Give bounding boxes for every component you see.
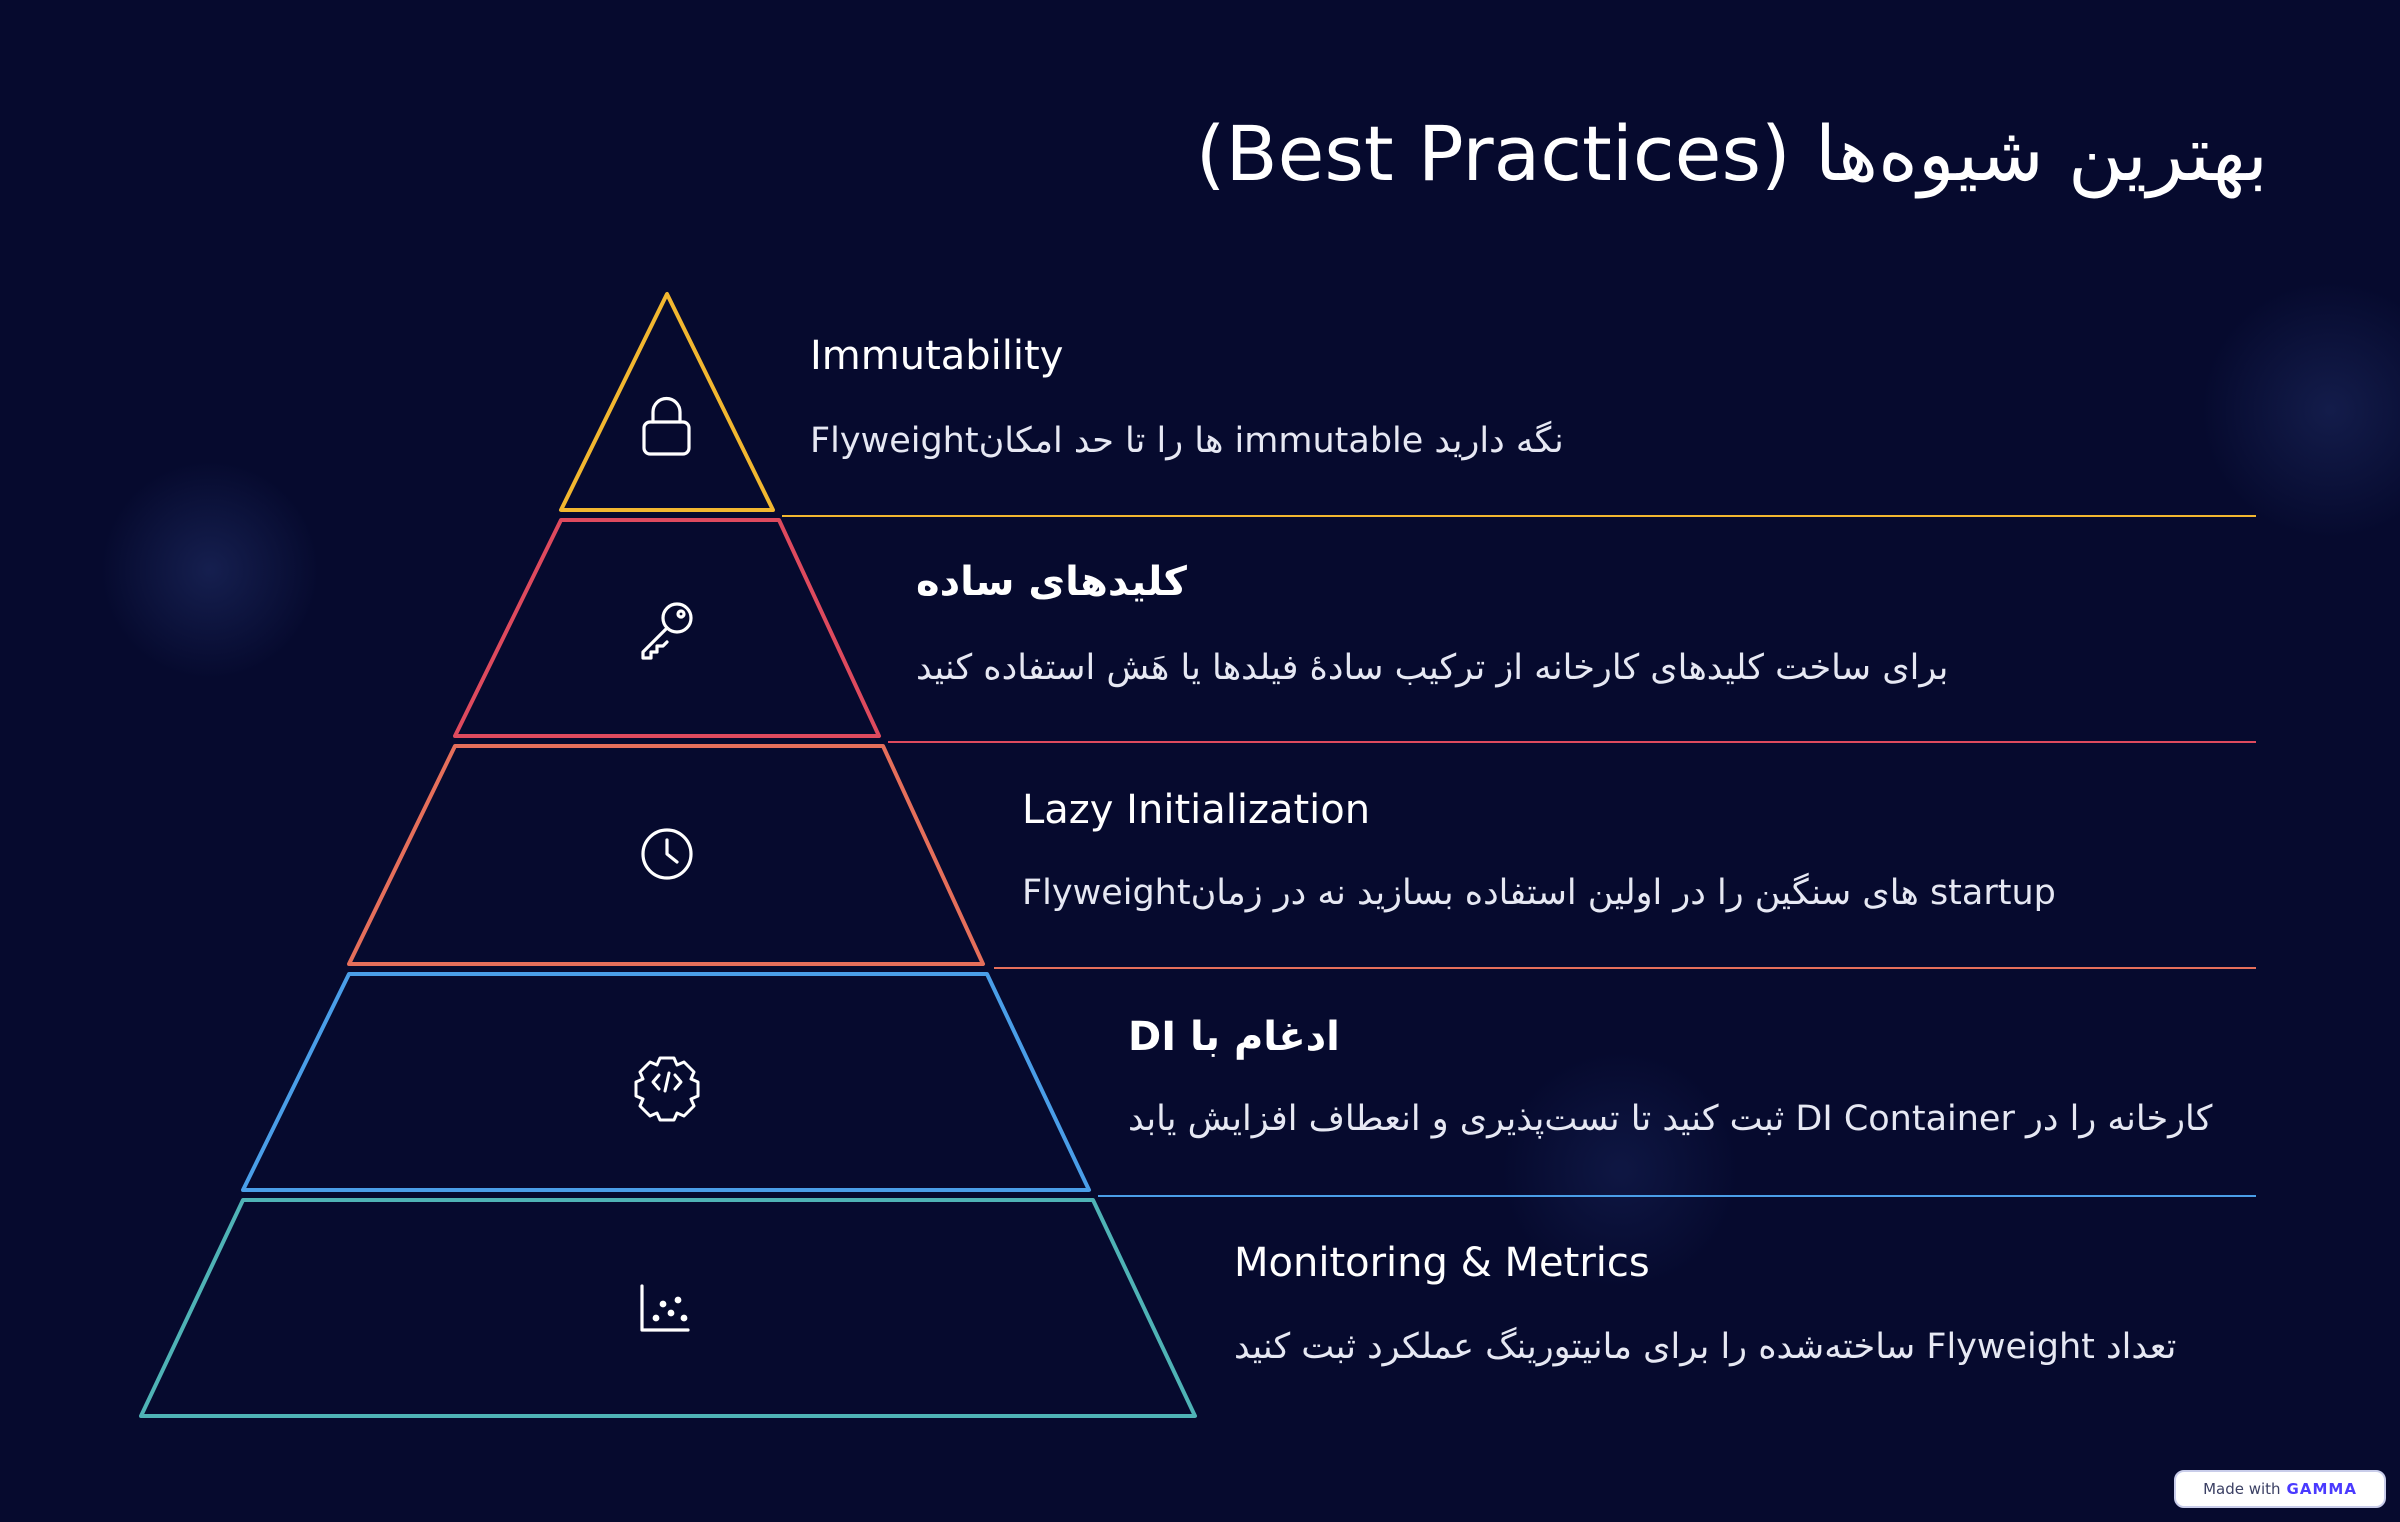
badge-prefix: Made with (2203, 1480, 2281, 1498)
clock-icon (641, 828, 693, 880)
tier-5-description: تعداد Flyweight ساخته‌شده را برای مانیتو… (1234, 1327, 2177, 1367)
lock-icon (642, 396, 691, 456)
pyramid-tier-3 (347, 744, 985, 966)
pyramid-tier-2 (453, 518, 881, 738)
scatter-chart-icon (640, 1284, 690, 1332)
tier-2-description: برای ساخت کلیدهای کارخانه از ترکیب سادهٔ… (916, 648, 1949, 688)
code-gear-icon (634, 1056, 700, 1122)
slide-title: بهترین شیوه‌ها (Best Practices) (1195, 109, 2268, 198)
tier-2-title: کلیدهای ساده (916, 559, 1187, 605)
made-with-gamma-badge[interactable]: Made with GAMMA (2174, 1470, 2386, 1508)
key-icon (641, 602, 693, 660)
pyramid-tier-5 (139, 1198, 1197, 1418)
tier-3-title: Lazy Initialization (1022, 787, 1371, 833)
tier-5-title: Monitoring & Metrics (1234, 1240, 1650, 1286)
tier-4-description: کارخانه را در DI Container ثبت کنید تا ت… (1128, 1099, 2213, 1139)
gamma-logo: GAMMA (2286, 1480, 2357, 1498)
tier-1-description: Flyweightها را تا حد امکان immutable نگه… (810, 421, 1564, 461)
pyramid-tier-1 (559, 292, 775, 512)
tier-1-title: Immutability (810, 333, 1064, 379)
tier-4-title: ادغام با DI (1128, 1014, 1340, 1060)
pyramid-tier-4 (241, 972, 1091, 1192)
tier-3-description: Flyweightهای سنگین را در اولین استفاده ب… (1022, 873, 2056, 913)
